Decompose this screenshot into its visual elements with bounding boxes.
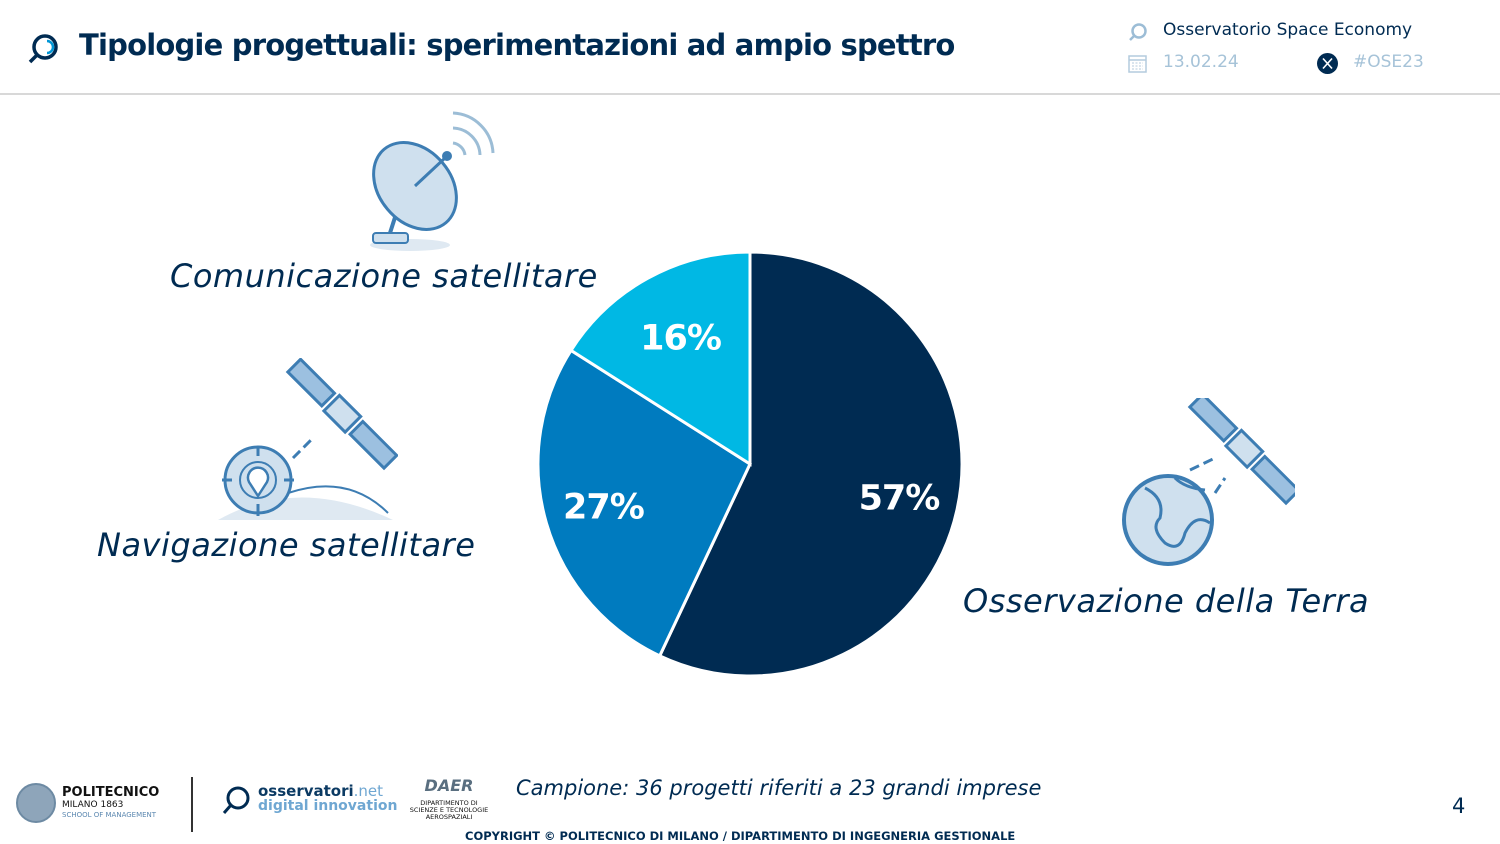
pie-chart: 57% 27% 16%: [536, 250, 964, 678]
pie-slice: [568, 250, 752, 467]
label-osservazione: Osservazione della Terra: [963, 582, 1370, 620]
slice-label: 27%: [563, 488, 644, 528]
date: 13.02.24: [1163, 52, 1239, 72]
pie-slice: [657, 250, 964, 678]
label-comunicazione: Comunicazione satellitare: [170, 257, 598, 295]
x-twitter-icon[interactable]: [1317, 53, 1338, 74]
polimi-logo: POLITECNICO MILANO 1863 SCHOOL OF MANAGE…: [62, 785, 160, 819]
calendar-icon: [1128, 55, 1147, 73]
copyright: COPYRIGHT © POLITECNICO DI MILANO / DIPA…: [465, 829, 1016, 843]
sample-note: Campione: 36 progetti riferiti a 23 gran…: [516, 776, 1042, 800]
page-number: 4: [1452, 794, 1466, 818]
pie-slice: [536, 348, 752, 658]
dast-logo: DAER DIPARTIMENTO DI SCIENZE E TECNOLOGIE…: [409, 776, 489, 821]
slice-label: 16%: [640, 319, 721, 359]
hashtag[interactable]: #OSE23: [1353, 52, 1424, 72]
polimi-seal-icon: [16, 783, 56, 823]
satellite-dish-icon: [370, 111, 495, 251]
earth-observation-icon: [1122, 398, 1295, 566]
observatory-icon: [1129, 23, 1147, 41]
osservatori-logo-icon: [28, 34, 58, 64]
osservatori-logo: osservatori.net digital innovation: [258, 782, 398, 814]
header-divider: [0, 93, 1500, 95]
label-navigazione: Navigazione satellitare: [97, 526, 476, 564]
footer-divider: [191, 777, 193, 832]
navigation-satellite-icon: [218, 358, 398, 520]
observatory-name: Osservatorio Space Economy: [1163, 20, 1413, 40]
slice-label: 57%: [859, 478, 940, 518]
osservatori-footer-icon: [222, 786, 250, 814]
page-title: Tipologie progettuali: sperimentazioni a…: [79, 28, 955, 62]
